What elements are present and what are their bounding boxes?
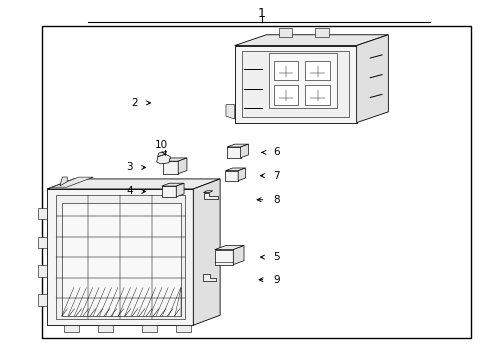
Text: 3: 3 [126,162,133,172]
Polygon shape [226,147,240,158]
Polygon shape [226,144,248,147]
Polygon shape [356,35,387,123]
Polygon shape [161,183,183,186]
Polygon shape [203,274,216,281]
Polygon shape [38,208,47,220]
Polygon shape [203,193,217,199]
Polygon shape [178,158,186,174]
Polygon shape [161,186,176,197]
Bar [42,26,470,338]
Polygon shape [98,325,113,332]
Polygon shape [225,105,234,119]
Text: 10: 10 [155,140,168,150]
Polygon shape [64,325,79,332]
Polygon shape [176,325,190,332]
Polygon shape [315,28,328,37]
Polygon shape [176,183,183,197]
Polygon shape [60,177,67,186]
Text: 2: 2 [131,98,138,108]
Polygon shape [268,53,336,108]
Polygon shape [273,85,298,105]
Polygon shape [234,45,356,123]
Polygon shape [240,144,248,158]
Polygon shape [225,168,245,171]
Polygon shape [193,179,220,325]
Polygon shape [233,246,244,265]
Polygon shape [38,294,47,306]
Text: 6: 6 [272,147,279,157]
Polygon shape [225,171,238,181]
Polygon shape [162,161,178,174]
Polygon shape [52,177,93,187]
Text: 9: 9 [272,275,279,285]
Polygon shape [61,203,181,316]
Text: 8: 8 [272,195,279,205]
Polygon shape [278,28,292,37]
Polygon shape [214,246,244,249]
Polygon shape [47,179,220,189]
Polygon shape [214,249,233,265]
Polygon shape [142,325,157,332]
Polygon shape [203,191,212,193]
Text: 4: 4 [126,186,133,197]
Polygon shape [47,189,193,325]
Polygon shape [56,195,184,319]
Text: 1: 1 [257,7,265,20]
Polygon shape [162,158,186,161]
Polygon shape [305,60,329,80]
Polygon shape [158,151,166,157]
Polygon shape [234,35,387,45]
Polygon shape [242,51,348,117]
Text: 5: 5 [272,252,279,262]
Text: 7: 7 [272,171,279,181]
Polygon shape [38,237,47,248]
Polygon shape [157,154,170,164]
Polygon shape [238,168,245,181]
Polygon shape [305,85,329,105]
Polygon shape [273,60,298,80]
Polygon shape [38,265,47,277]
